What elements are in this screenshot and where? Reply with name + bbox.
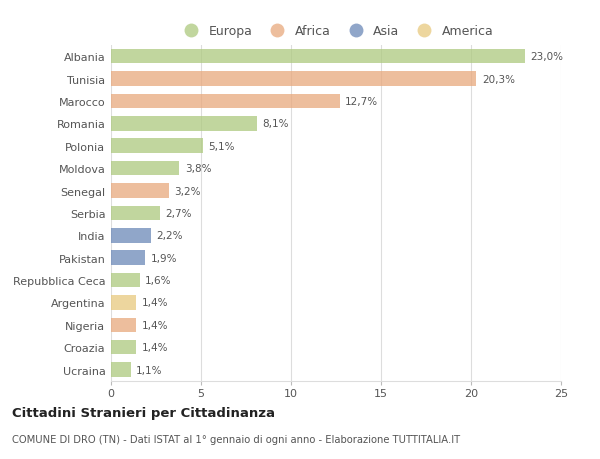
Text: COMUNE DI DRO (TN) - Dati ISTAT al 1° gennaio di ogni anno - Elaborazione TUTTIT: COMUNE DI DRO (TN) - Dati ISTAT al 1° ge… [12,434,460,444]
Text: 1,4%: 1,4% [142,298,168,308]
Bar [111,229,151,243]
Text: 20,3%: 20,3% [482,74,515,84]
Text: 3,2%: 3,2% [174,186,200,196]
Bar [111,139,203,154]
Text: 3,8%: 3,8% [185,164,211,174]
Text: 1,4%: 1,4% [142,342,168,353]
Bar [111,184,169,198]
Bar [111,117,257,131]
Bar [111,340,136,355]
Text: Cittadini Stranieri per Cittadinanza: Cittadini Stranieri per Cittadinanza [12,406,275,419]
Text: 1,1%: 1,1% [136,365,163,375]
Bar [111,162,179,176]
Text: 2,2%: 2,2% [156,231,182,241]
Text: 1,4%: 1,4% [142,320,168,330]
Bar [111,363,131,377]
Text: 23,0%: 23,0% [530,52,563,62]
Text: 1,6%: 1,6% [145,275,172,285]
Text: 12,7%: 12,7% [345,97,378,107]
Text: 1,9%: 1,9% [151,253,177,263]
Text: 2,7%: 2,7% [165,208,191,218]
Text: 8,1%: 8,1% [262,119,289,129]
Bar [111,95,340,109]
Bar [111,318,136,332]
Bar [111,273,140,288]
Legend: Europa, Africa, Asia, America: Europa, Africa, Asia, America [173,20,499,43]
Bar [111,251,145,265]
Bar [111,72,476,87]
Bar [111,206,160,221]
Text: 5,1%: 5,1% [208,141,235,151]
Bar [111,50,525,64]
Bar [111,296,136,310]
